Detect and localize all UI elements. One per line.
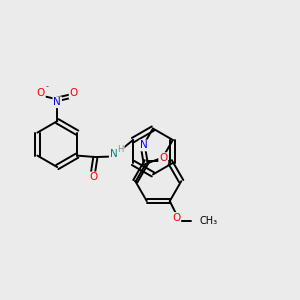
Text: N: N — [110, 148, 118, 158]
Text: O: O — [37, 88, 45, 98]
Text: O: O — [172, 213, 180, 223]
Text: N: N — [140, 140, 147, 151]
Text: -: - — [46, 82, 49, 91]
Text: O: O — [159, 153, 167, 163]
Text: O: O — [89, 172, 97, 182]
Text: N: N — [53, 97, 61, 107]
Text: O: O — [70, 88, 78, 98]
Text: H: H — [118, 145, 124, 154]
Text: CH₃: CH₃ — [199, 215, 217, 226]
